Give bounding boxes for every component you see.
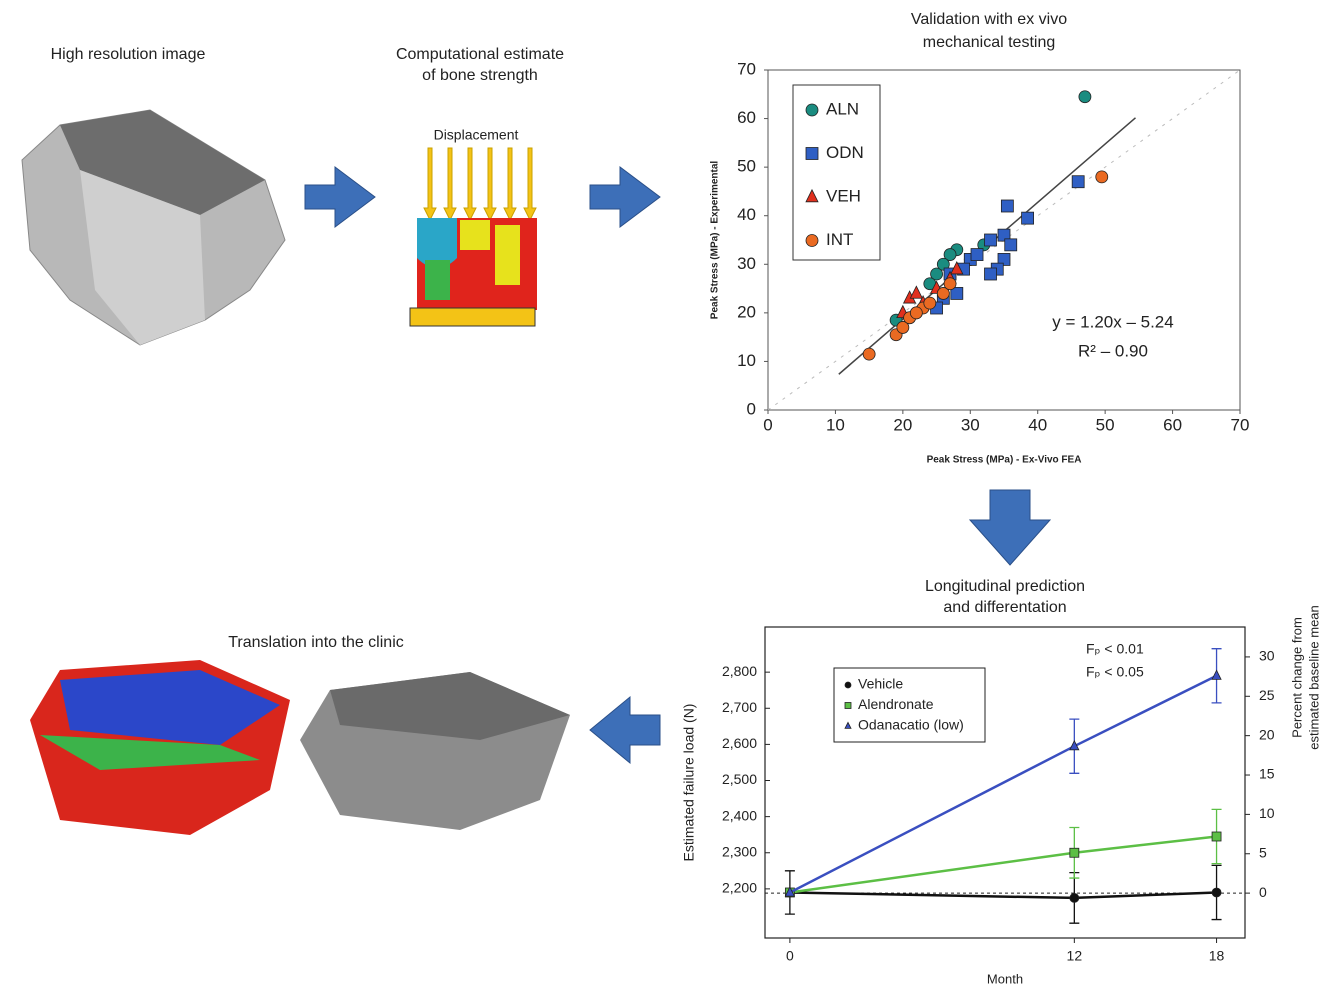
x-tick-label: 0	[763, 415, 772, 434]
legend-marker	[806, 148, 818, 160]
panel-title: Translation into the clinic	[228, 634, 404, 651]
point	[1212, 832, 1221, 841]
point	[1070, 848, 1079, 857]
annotation: Fₚ < 0.05	[1086, 664, 1144, 680]
point	[910, 286, 922, 298]
point	[1212, 670, 1221, 679]
x-tick-label: 18	[1209, 948, 1225, 964]
y-tick-label: 70	[737, 59, 756, 78]
chart-title: mechanical testing	[923, 34, 1056, 51]
y-tick-label: 0	[747, 399, 756, 418]
x-tick-label: 30	[961, 415, 980, 434]
figure: High resolution image Computational esti…	[0, 0, 1325, 987]
point	[1005, 239, 1017, 251]
panel-title: of bone strength	[422, 67, 538, 84]
y-tick-label: 2,700	[722, 699, 757, 715]
legend-label: ALN	[826, 99, 859, 118]
legend-marker	[845, 682, 851, 688]
bone-image	[22, 110, 285, 345]
annotation: y = 1.20x – 5.24	[1052, 312, 1173, 331]
point	[1212, 888, 1221, 897]
x-tick-label: 10	[826, 415, 845, 434]
chart-title: Longitudinal prediction	[925, 578, 1085, 595]
y-tick-label: 20	[737, 302, 756, 321]
y-tick-label: 2,800	[722, 663, 757, 679]
y2-axis-label: Percent change from	[1289, 617, 1304, 738]
legend-label: Alendronate	[858, 696, 934, 712]
series-line	[790, 837, 1217, 893]
legend-label: ODN	[826, 143, 864, 162]
y2-tick-label: 20	[1259, 726, 1275, 742]
point	[863, 348, 875, 360]
point	[924, 297, 936, 309]
x-tick-label: 12	[1067, 948, 1083, 964]
point	[944, 278, 956, 290]
series-line	[790, 892, 1217, 897]
point	[1079, 91, 1091, 103]
y-tick-label: 2,500	[722, 771, 757, 787]
y-tick-label: 50	[737, 157, 756, 176]
legend-marker	[845, 703, 851, 709]
point	[910, 307, 922, 319]
point	[1096, 171, 1108, 183]
chart-title: and differentation	[943, 599, 1066, 616]
y2-tick-label: 25	[1259, 687, 1275, 703]
point	[1001, 200, 1013, 212]
y-tick-label: 10	[737, 351, 756, 370]
x-axis-label: Month	[987, 971, 1023, 986]
x-tick-label: 70	[1231, 415, 1250, 434]
point	[1072, 176, 1084, 188]
annotation: Fₚ < 0.01	[1086, 641, 1144, 657]
y2-tick-label: 30	[1259, 648, 1275, 664]
y2-tick-label: 5	[1259, 844, 1267, 860]
fe-model	[410, 148, 537, 326]
legend-label: VEH	[826, 186, 861, 205]
y-axis-label: Estimated failure load (N)	[681, 704, 697, 862]
chart-title: Validation with ex vivo	[911, 11, 1067, 28]
x-tick-label: 20	[893, 415, 912, 434]
y-tick-label: 2,300	[722, 843, 757, 859]
y2-tick-label: 0	[1259, 884, 1267, 900]
legend-label: Vehicle	[858, 676, 903, 692]
y2-tick-label: 15	[1259, 766, 1275, 782]
x-axis-label: Peak Stress (MPa) - Ex-Vivo FEA	[927, 455, 1082, 466]
x-tick-label: 0	[786, 948, 794, 964]
panel-title: High resolution image	[51, 46, 206, 63]
point	[1070, 893, 1079, 902]
page: High resolution image Computational esti…	[0, 0, 1325, 992]
legend-label: Odanacatio (low)	[858, 717, 964, 733]
label: Displacement	[434, 127, 519, 143]
y-tick-label: 2,200	[722, 880, 757, 896]
y-tick-label: 40	[737, 205, 756, 224]
point	[985, 268, 997, 280]
x-tick-label: 60	[1163, 415, 1182, 434]
y-tick-label: 30	[737, 254, 756, 273]
legend-marker	[806, 235, 818, 247]
legend-marker	[806, 104, 818, 116]
y-tick-label: 2,600	[722, 735, 757, 751]
y-tick-label: 60	[737, 108, 756, 127]
panel-title: Computational estimate	[396, 46, 564, 63]
y2-tick-label: 10	[1259, 805, 1275, 821]
y-tick-label: 2,400	[722, 807, 757, 823]
y-axis-label: Peak Stress (MPa) - Experimental	[710, 161, 721, 320]
x-tick-label: 50	[1096, 415, 1115, 434]
point	[985, 234, 997, 246]
point	[971, 249, 983, 261]
y2-axis-label: estimated baseline mean	[1306, 605, 1321, 750]
annotation: R² – 0.90	[1078, 341, 1148, 360]
point	[1022, 212, 1034, 224]
clinic-images	[30, 660, 570, 835]
legend-label: INT	[826, 230, 853, 249]
x-tick-label: 40	[1028, 415, 1047, 434]
